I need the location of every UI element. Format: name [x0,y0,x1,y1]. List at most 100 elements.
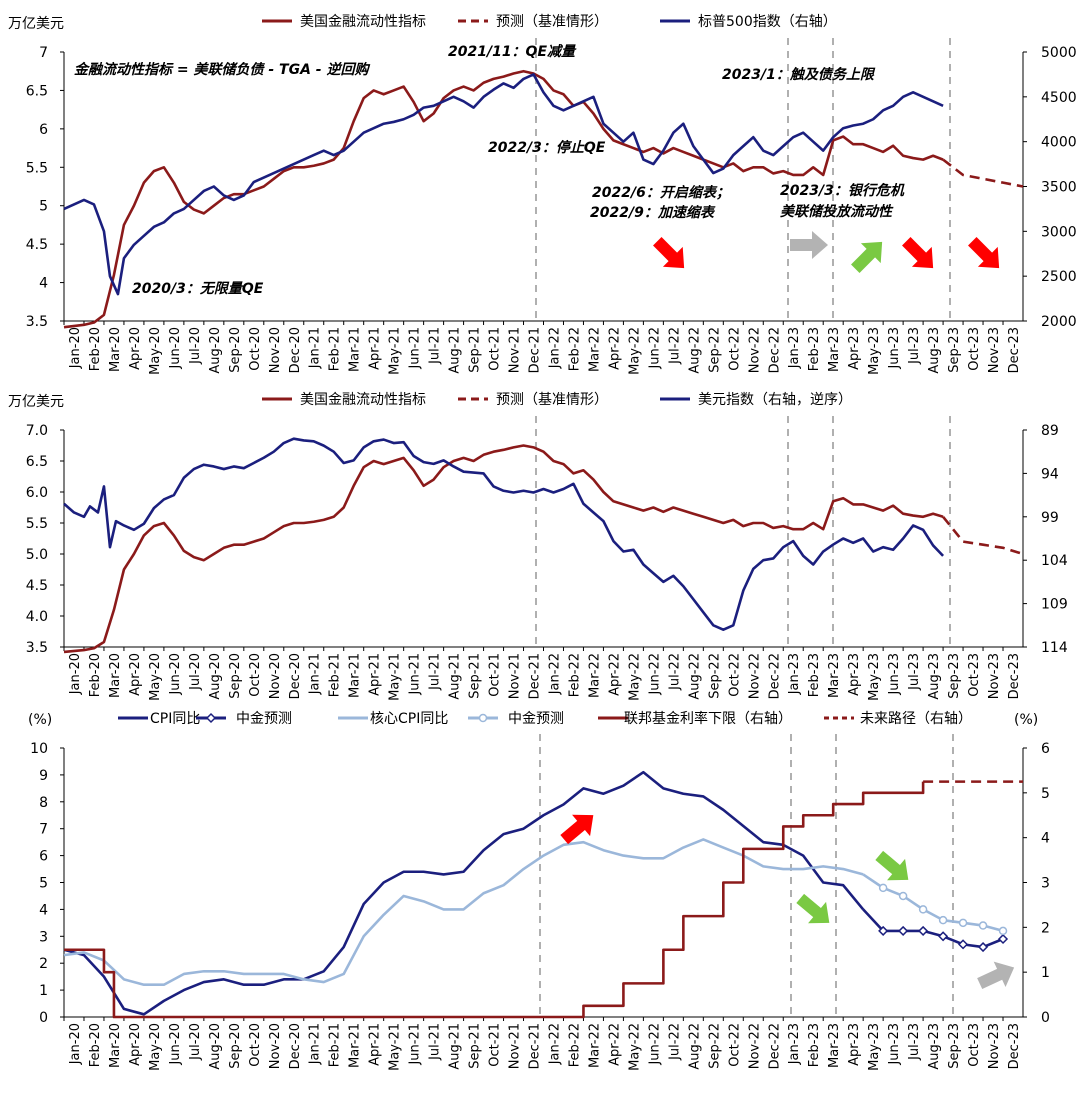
x-tick-label: Aug-21 [448,653,463,700]
y-left-tick-label: 5.0 [26,547,48,563]
y-right-tick-label: 94 [1041,466,1059,482]
x-tick-label: Nov-22 [747,327,762,373]
series-point-circle [878,883,888,893]
y-right-tick-label: 99 [1041,510,1059,526]
x-tick-label: Nov-23 [987,1023,1002,1069]
x-tick-label: Feb-23 [807,653,822,697]
x-tick-label: Jun-22 [647,1023,662,1066]
x-tick-label: May-20 [148,653,163,701]
series-line-1 [63,69,944,329]
y-left-tick-label: 6.0 [26,485,48,501]
legend-label: 美国金融流动性指标 [300,392,426,408]
x-tick-label: Mar-21 [348,327,363,372]
x-tick-label: Aug-23 [927,327,942,374]
x-tick-label: May-23 [867,327,882,375]
x-tick-label: May-22 [627,653,642,701]
x-tick-label: Aug-21 [448,1023,463,1070]
legend-label: 中金预测 [236,711,292,727]
arrow-red-down [653,237,685,269]
y-left-tick-label: 4.0 [26,609,48,625]
x-tick-label: Apr-20 [128,653,143,696]
x-tick-label: Nov-21 [508,653,523,699]
series-point-circle [998,926,1008,936]
x-tick-label: Apr-23 [847,1023,862,1066]
x-tick-label: Sep-21 [468,653,483,699]
x-tick-label: Mar-21 [348,1023,363,1068]
x-tick-label: Apr-22 [607,1023,622,1066]
x-tick-label: Oct-23 [967,653,982,697]
legend-label: 预测（基准情形） [496,391,608,408]
x-tick-label: Oct-22 [727,327,742,371]
x-tick-label: Sep-21 [468,1023,483,1069]
x-tick-label: Sep-20 [228,327,243,373]
annotation-text: 2022/3：停止QE [488,139,606,156]
x-tick-label: Dec-22 [767,653,782,699]
x-tick-label: Mar-22 [587,653,602,698]
x-tick-label: Apr-23 [847,327,862,370]
x-tick-label: May-21 [388,327,403,375]
arrow-green-up-shape [851,241,883,273]
x-tick-label: Oct-23 [967,327,982,371]
y-right-tick-label: 1 [1041,965,1050,981]
y-left-tick-label: 8 [39,795,48,811]
x-tick-label: Apr-22 [607,327,622,370]
x-tick-label: Nov-20 [268,653,283,699]
x-tick-label: Jul-22 [667,653,682,691]
x-tick-label: May-22 [627,1023,642,1071]
y-left-tick-label: 7 [39,45,48,61]
y-left-tick-label: 4 [39,902,48,918]
y-right-tick-label: 2 [1041,920,1050,936]
x-tick-label: Dec-23 [1007,1023,1022,1069]
x-tick-label: Dec-20 [288,327,303,373]
y-left-tick-label: 2 [39,956,48,972]
x-tick-label: Jul-23 [907,1023,922,1061]
x-tick-label: May-21 [388,653,403,701]
x-tick-label: Jun-21 [408,327,423,370]
y-left-tick-label: 7 [39,822,48,838]
x-tick-label: Aug-22 [687,653,702,700]
y-left-tick-label: 4 [39,276,48,292]
x-tick-label: May-21 [388,1023,403,1071]
y-right-axis-title: (%) [1014,712,1038,728]
x-tick-label: Jan-21 [308,653,323,695]
y-left-tick-label: 5 [39,876,48,892]
series-point-circle [978,921,988,930]
x-tick-label: Nov-22 [747,1023,762,1069]
x-tick-label: Sep-23 [947,1023,962,1069]
x-tick-label: Mar-22 [587,327,602,372]
series-line-2 [942,158,1024,188]
x-tick-label: Feb-20 [88,1023,103,1067]
x-tick-label: Dec-23 [1007,327,1022,373]
annotation-text: 金融流动性指标 = 美联储负债 - TGA - 逆回购 [74,61,370,78]
y-right-tick-label: 2000 [1041,314,1077,330]
x-tick-label: Jun-23 [887,1023,902,1066]
arrow-red-down-shape [968,237,1000,269]
x-tick-label: Mar-20 [108,1023,123,1068]
x-tick-label: Feb-22 [567,327,582,371]
x-tick-label: Aug-21 [448,327,463,374]
series-point-diamond [997,933,1009,945]
y-left-tick-label: 6.5 [26,83,48,99]
x-tick-label: Aug-20 [208,1023,223,1070]
x-tick-label: Oct-22 [727,653,742,697]
x-tick-label: Jan-22 [547,327,562,369]
y-left-axis-title: (%) [28,712,52,728]
series-line-3 [63,838,864,987]
y-left-tick-label: 6 [39,122,48,138]
x-tick-label: May-23 [867,1023,882,1071]
series-point-diamond [898,925,909,936]
x-tick-label: Jun-20 [168,1023,183,1066]
y-right-tick-label: 114 [1041,640,1068,656]
x-tick-label: Jan-21 [308,327,323,369]
x-tick-label: Jan-23 [787,653,802,695]
x-tick-label: Oct-23 [967,1023,982,1067]
y-right-tick-label: 4 [1041,831,1050,847]
x-tick-label: Jul-20 [188,1023,203,1061]
y-right-tick-label: 5000 [1041,45,1077,61]
arrow-red-down-shape [653,237,685,269]
y-left-axis-title: 万亿美元 [8,16,64,32]
x-tick-label: Sep-22 [707,1023,722,1069]
series-point-diamond [958,939,969,950]
y-right-tick-label: 109 [1041,597,1068,613]
legend-label: 联邦基金利率下限（右轴） [624,710,792,727]
